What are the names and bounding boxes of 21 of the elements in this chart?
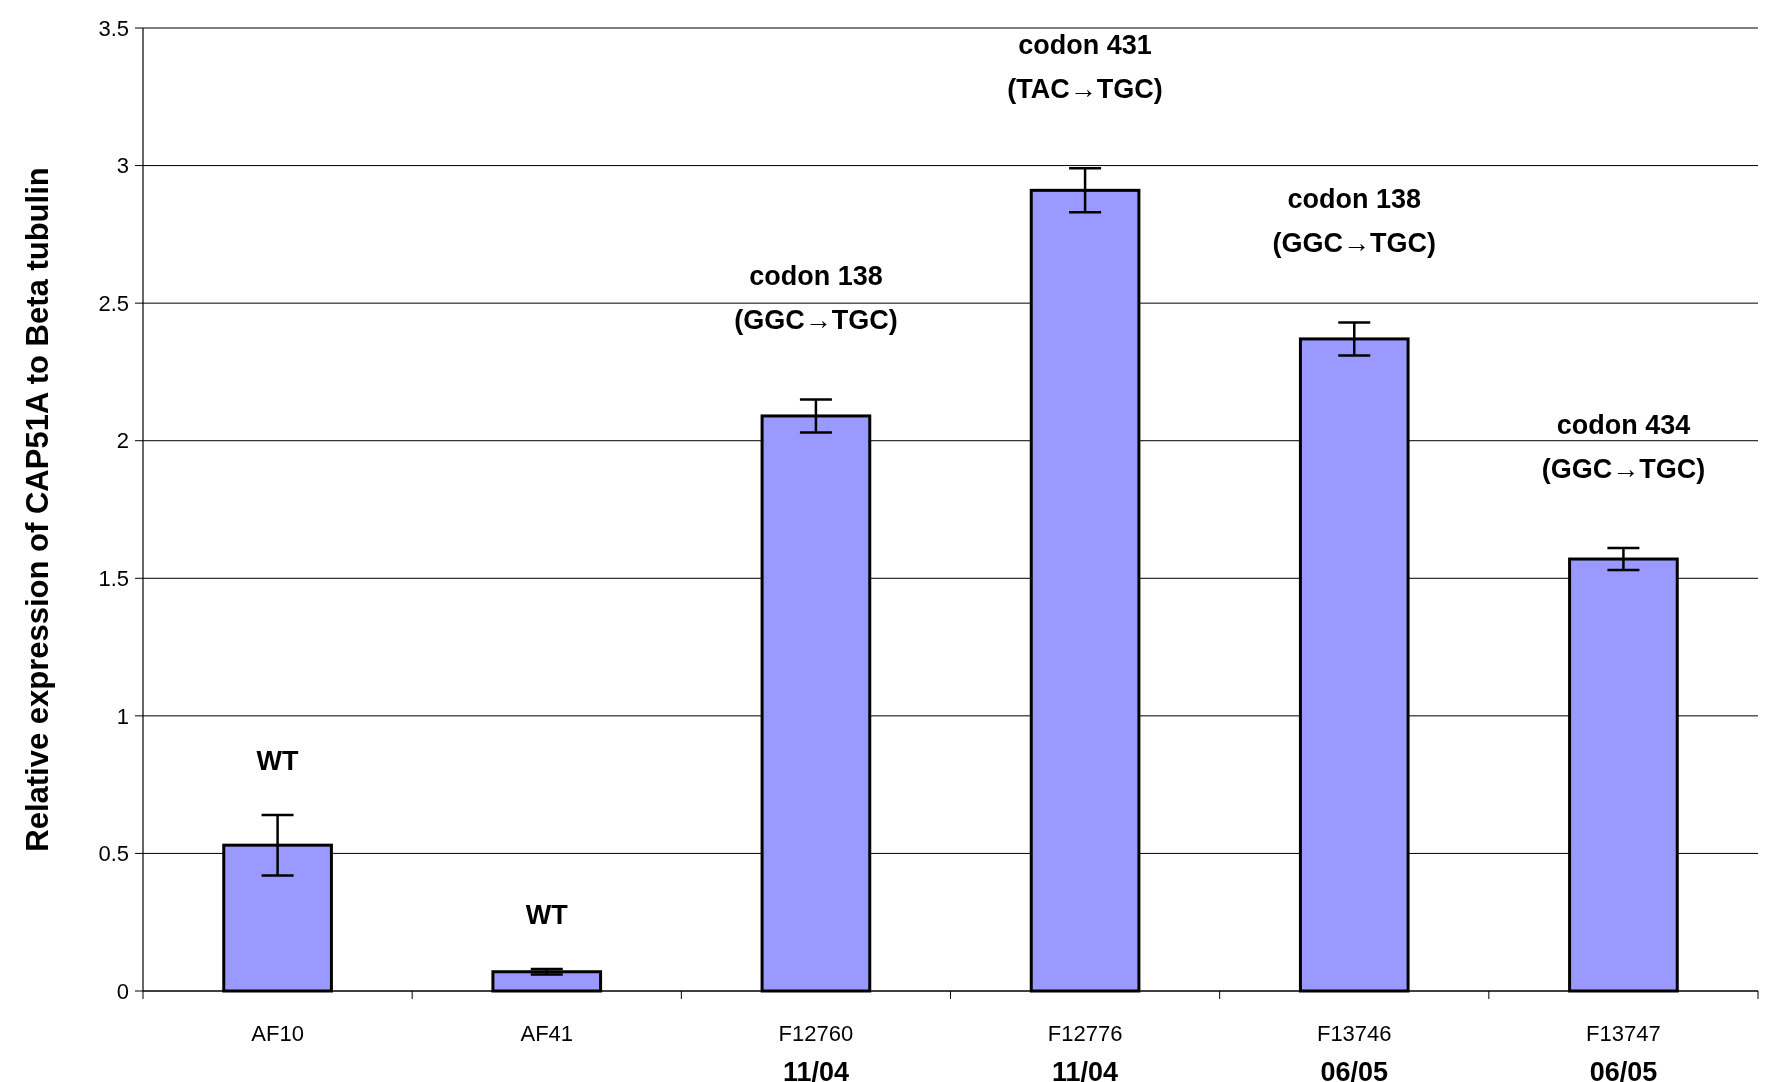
annotation: codon 434 (GGC→TGC) xyxy=(1541,410,1706,485)
y-tick-label: 0.5 xyxy=(98,841,129,867)
annotation: codon 138 (GGC→TGC) xyxy=(734,261,898,336)
annotation: WT xyxy=(256,745,300,776)
y-tick-label: 1.5 xyxy=(98,565,129,591)
x-tick-label: AF10 xyxy=(251,1021,304,1046)
annotation: codon 138 (GGC→TGC) xyxy=(1272,184,1436,259)
y-axis-title: Relative expression of CAP51A to Beta tubulin xyxy=(20,167,55,852)
annotation: WT xyxy=(525,899,569,930)
y-tick-label: 3.5 xyxy=(98,15,129,41)
y-tick-label: 0 xyxy=(116,978,129,1004)
y-tick-label: 1 xyxy=(116,703,129,729)
x-tick-label: F13747 06/05 xyxy=(1586,1021,1661,1082)
x-tick-label: F13746 06/05 xyxy=(1316,1021,1392,1082)
y-tick-label: 2.5 xyxy=(98,290,129,316)
x-tick-label: F12776 11/04 xyxy=(1047,1021,1123,1082)
y-tick-label: 2 xyxy=(116,428,129,454)
x-tick-label: AF41 xyxy=(520,1021,574,1046)
y-tick-label: 3 xyxy=(116,153,129,179)
annotation: codon 431 (TAC→TGC) xyxy=(1007,30,1163,105)
x-tick-label: F12760 11/04 xyxy=(778,1021,854,1082)
